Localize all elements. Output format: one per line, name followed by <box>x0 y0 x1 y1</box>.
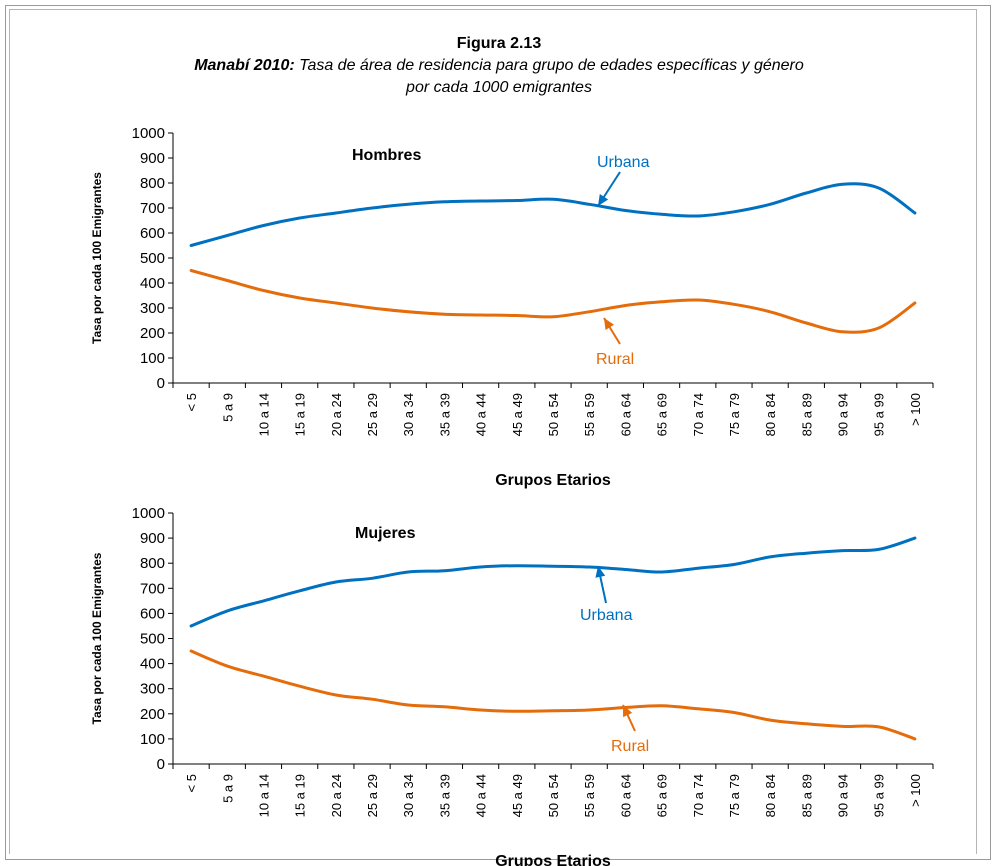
y-axis-label: Tasa por cada 100 Emigrantes <box>90 172 104 344</box>
y-axis-label: Tasa por cada 100 Emigrantes <box>90 552 104 724</box>
x-tick-label: 40 a 44 <box>474 774 489 817</box>
figure-number: Figura 2.13 <box>456 35 542 52</box>
y-tick-label: 1000 <box>132 505 165 522</box>
y-tick-label: 700 <box>140 580 165 597</box>
chart-0: 0 100 200 300 400 500 600 700 800 900 1000 < 5 5 a 9… <box>90 125 934 489</box>
x-tick-label: 25 a 29 <box>365 393 380 436</box>
y-tick-label: 1000 <box>132 125 165 142</box>
x-tick-label: 60 a 64 <box>618 393 633 436</box>
x-tick-label: < 5 <box>184 774 199 792</box>
x-tick-label: > 100 <box>908 774 923 807</box>
annotation-arrow-urbana <box>597 171 621 207</box>
x-tick-label: 65 a 69 <box>655 774 670 817</box>
outer-frame <box>5 5 991 860</box>
x-tick-label: 20 a 24 <box>329 774 344 817</box>
x-tick-label: 35 a 39 <box>437 393 452 436</box>
x-tick-label: 45 a 49 <box>510 774 525 817</box>
inner-frame <box>9 9 977 854</box>
x-tick-label: 70 a 74 <box>691 393 706 436</box>
x-tick-label: 5 a 9 <box>220 393 235 422</box>
annotation-arrow-rural <box>622 704 636 732</box>
x-tick-label: 85 a 89 <box>799 774 814 817</box>
x-tick-label: 85 a 89 <box>799 393 814 436</box>
x-tick-label: 50 a 54 <box>546 774 561 817</box>
y-tick-label: 400 <box>140 275 165 292</box>
x-tick-label: > 100 <box>908 393 923 426</box>
series-line-urbana <box>189 182 917 247</box>
x-tick-label: 90 a 94 <box>836 774 851 817</box>
y-tick-label: 600 <box>140 225 165 242</box>
y-tick-label: 500 <box>140 250 165 267</box>
y-tick-label: 300 <box>140 681 165 698</box>
y-tick-label: 600 <box>140 605 165 622</box>
y-tick-label: 300 <box>140 300 165 317</box>
x-tick-label: 65 a 69 <box>655 393 670 436</box>
figure-subtitle: Manabí 2010: Tasa de área de residencia … <box>0 55 998 77</box>
chart-1: 0 100 200 300 400 500 600 700 800 900 1000 < 5 5 a 9… <box>90 505 934 866</box>
subtitle-bold: Manabí 2010: <box>194 57 295 74</box>
x-tick-label: 25 a 29 <box>365 774 380 817</box>
series-line-rural <box>189 269 917 334</box>
y-tick-label: 200 <box>140 325 165 342</box>
x-tick-label: 45 a 49 <box>510 393 525 436</box>
y-tick-label: 900 <box>140 530 165 547</box>
x-tick-label: 50 a 54 <box>546 393 561 436</box>
x-tick-label: 55 a 59 <box>582 774 597 817</box>
y-tick-label: 900 <box>140 150 165 167</box>
x-tick-label: 15 a 19 <box>293 774 308 817</box>
annotation-arrow-urbana <box>595 565 607 604</box>
x-tick-label: 20 a 24 <box>329 393 344 436</box>
series-label-rural: Rural <box>596 351 634 368</box>
x-tick-label: 80 a 84 <box>763 393 778 436</box>
x-axis-label: Grupos Etarios <box>495 472 611 489</box>
y-tick-label: 500 <box>140 631 165 648</box>
y-tick-label: 200 <box>140 706 165 723</box>
x-tick-label: 75 a 79 <box>727 393 742 436</box>
x-tick-label: 90 a 94 <box>836 393 851 436</box>
series-line-urbana <box>189 536 917 628</box>
x-tick-label: 80 a 84 <box>763 774 778 817</box>
panel-label: Mujeres <box>355 525 416 542</box>
x-tick-label: < 5 <box>184 393 199 411</box>
x-tick-label: 60 a 64 <box>618 774 633 817</box>
x-tick-label: 5 a 9 <box>220 774 235 803</box>
x-tick-label: 70 a 74 <box>691 774 706 817</box>
annotation-arrow-rural <box>603 317 621 345</box>
y-tick-label: 100 <box>140 350 165 367</box>
x-tick-label: 10 a 14 <box>256 393 271 436</box>
x-tick-label: 35 a 39 <box>437 774 452 817</box>
series-line-rural <box>189 649 917 741</box>
x-axis-label: Grupos Etarios <box>495 853 611 866</box>
x-tick-label: 95 a 99 <box>872 774 887 817</box>
y-tick-label: 400 <box>140 656 165 673</box>
x-tick-label: 10 a 14 <box>256 774 271 817</box>
y-tick-label: 0 <box>157 756 165 773</box>
subtitle-rest: Tasa de área de residencia para grupo de… <box>294 57 804 74</box>
panel-label: Hombres <box>352 147 421 164</box>
y-tick-label: 0 <box>157 375 165 392</box>
x-tick-label: 55 a 59 <box>582 393 597 436</box>
x-tick-label: 30 a 34 <box>401 393 416 436</box>
x-tick-label: 15 a 19 <box>293 393 308 436</box>
x-tick-label: 40 a 44 <box>474 393 489 436</box>
x-tick-label: 75 a 79 <box>727 774 742 817</box>
y-tick-label: 800 <box>140 175 165 192</box>
y-tick-label: 700 <box>140 200 165 217</box>
x-tick-label: 95 a 99 <box>872 393 887 436</box>
y-tick-label: 800 <box>140 555 165 572</box>
y-tick-label: 100 <box>140 731 165 748</box>
x-tick-label: 30 a 34 <box>401 774 416 817</box>
series-label-urbana: Urbana <box>580 607 633 624</box>
series-label-rural: Rural <box>611 738 649 755</box>
series-label-urbana: Urbana <box>597 154 650 171</box>
figure-subtitle-line2: por cada 1000 emigrantes <box>406 79 592 96</box>
